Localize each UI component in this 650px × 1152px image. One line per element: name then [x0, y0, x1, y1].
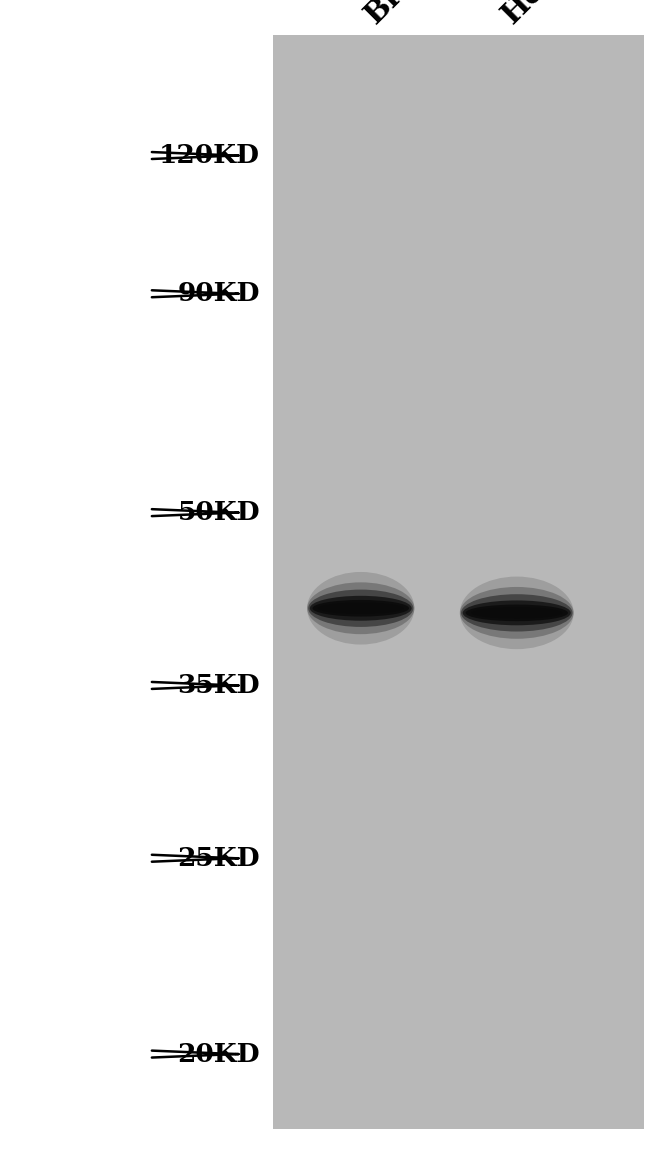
Ellipse shape — [307, 573, 415, 645]
Ellipse shape — [471, 607, 562, 619]
Text: 20KD: 20KD — [177, 1041, 260, 1067]
Text: 35KD: 35KD — [177, 673, 260, 698]
Ellipse shape — [461, 594, 573, 631]
Text: 25KD: 25KD — [177, 846, 260, 871]
Ellipse shape — [307, 583, 415, 634]
Ellipse shape — [463, 600, 571, 626]
Ellipse shape — [460, 588, 573, 638]
Text: 50KD: 50KD — [177, 500, 260, 525]
Text: Heart: Heart — [496, 0, 583, 29]
Ellipse shape — [465, 605, 568, 621]
Ellipse shape — [308, 590, 413, 627]
Bar — [273, 35, 644, 1129]
Ellipse shape — [318, 602, 404, 614]
Ellipse shape — [460, 576, 573, 650]
Text: 120KD: 120KD — [159, 143, 260, 168]
Text: Brain: Brain — [359, 0, 445, 29]
Ellipse shape — [313, 600, 409, 616]
Ellipse shape — [310, 596, 411, 621]
Text: 90KD: 90KD — [177, 281, 260, 306]
